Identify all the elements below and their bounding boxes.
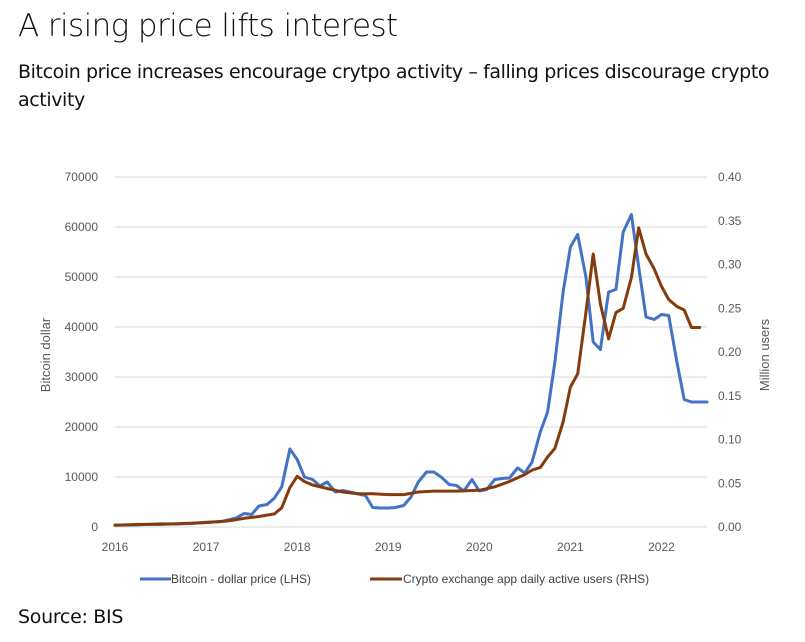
gridlines xyxy=(115,176,707,528)
y-tick-label: 30000 xyxy=(65,370,99,384)
chart-subtitle: Bitcoin price increases encourage crytpo… xyxy=(18,61,770,111)
y2-tick-label: 0.05 xyxy=(718,476,742,490)
y-axis-right-title: Million users xyxy=(757,318,772,391)
x-tick-label: 2018 xyxy=(284,540,311,554)
y-tick-label: 20000 xyxy=(65,420,99,434)
y2-tick-label: 0.10 xyxy=(718,433,742,447)
y2-tick-label: 0.20 xyxy=(718,345,742,359)
x-axis: 2016 2017 2018 2019 2020 2021 2022 xyxy=(102,540,675,554)
y-tick-label: 0 xyxy=(91,520,98,534)
x-tick-label: 2017 xyxy=(193,540,220,554)
y2-tick-label: 0.15 xyxy=(718,389,742,403)
y-axis-left-title: Bitcoin dollar xyxy=(38,317,53,392)
y-tick-label: 50000 xyxy=(65,270,99,284)
y-axis-right: 0.00 0.05 0.10 0.15 0.20 0.25 0.30 0.35 0.40 xyxy=(718,170,742,534)
legend-label-users: Crypto exchange app daily active users (… xyxy=(403,572,649,586)
y-tick-label: 70000 xyxy=(65,170,99,184)
x-tick-label: 2016 xyxy=(102,540,129,554)
y-axis-left: 0 10000 20000 30000 40000 50000 60000 70000 xyxy=(65,170,99,534)
series-line-active-users xyxy=(113,226,702,527)
y-tick-label: 60000 xyxy=(65,220,99,234)
x-tick-label: 2022 xyxy=(648,540,675,554)
legend: Bitcoin - dollar price (LHS) Crypto exch… xyxy=(140,572,649,586)
source-note: Source: BIS xyxy=(18,606,124,628)
x-tick-label: 2019 xyxy=(375,540,402,554)
y2-tick-label: 0.40 xyxy=(718,170,742,184)
series-lines xyxy=(113,213,709,527)
legend-label-bitcoin: Bitcoin - dollar price (LHS) xyxy=(171,572,311,586)
y2-tick-label: 0.25 xyxy=(718,301,742,315)
y2-tick-label: 0.30 xyxy=(718,258,742,272)
x-tick-label: 2020 xyxy=(466,540,493,554)
series-line-bitcoin-price xyxy=(113,213,709,527)
y-tick-label: 10000 xyxy=(65,470,99,484)
y2-tick-label: 0.00 xyxy=(718,520,742,534)
y-tick-label: 40000 xyxy=(65,320,99,334)
y2-tick-label: 0.35 xyxy=(718,214,742,228)
chart-title: A rising price lifts interest xyxy=(18,8,398,44)
x-tick-label: 2021 xyxy=(557,540,584,554)
